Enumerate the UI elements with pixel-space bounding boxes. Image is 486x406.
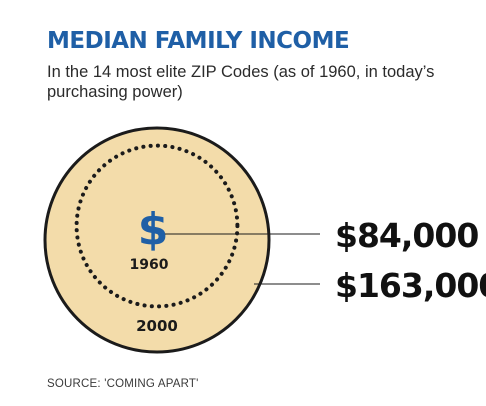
year-label-2000: 2000: [136, 317, 178, 335]
dollar-icon-glyph: $: [138, 204, 169, 255]
chart-title: MEDIAN FAMILY INCOME: [47, 28, 350, 54]
value-label-2000: $163,000: [335, 266, 486, 305]
year-label-1960: 1960: [130, 257, 169, 273]
chart-subtitle: In the 14 most elite ZIP Codes (as of 19…: [47, 63, 435, 101]
source-note: SOURCE: 'COMING APART': [47, 378, 199, 390]
value-label-1960: $84,000: [335, 216, 478, 255]
dollar-icon: $: [138, 204, 169, 255]
circle-2000: [43, 126, 271, 354]
circle-1960: [74, 143, 240, 309]
